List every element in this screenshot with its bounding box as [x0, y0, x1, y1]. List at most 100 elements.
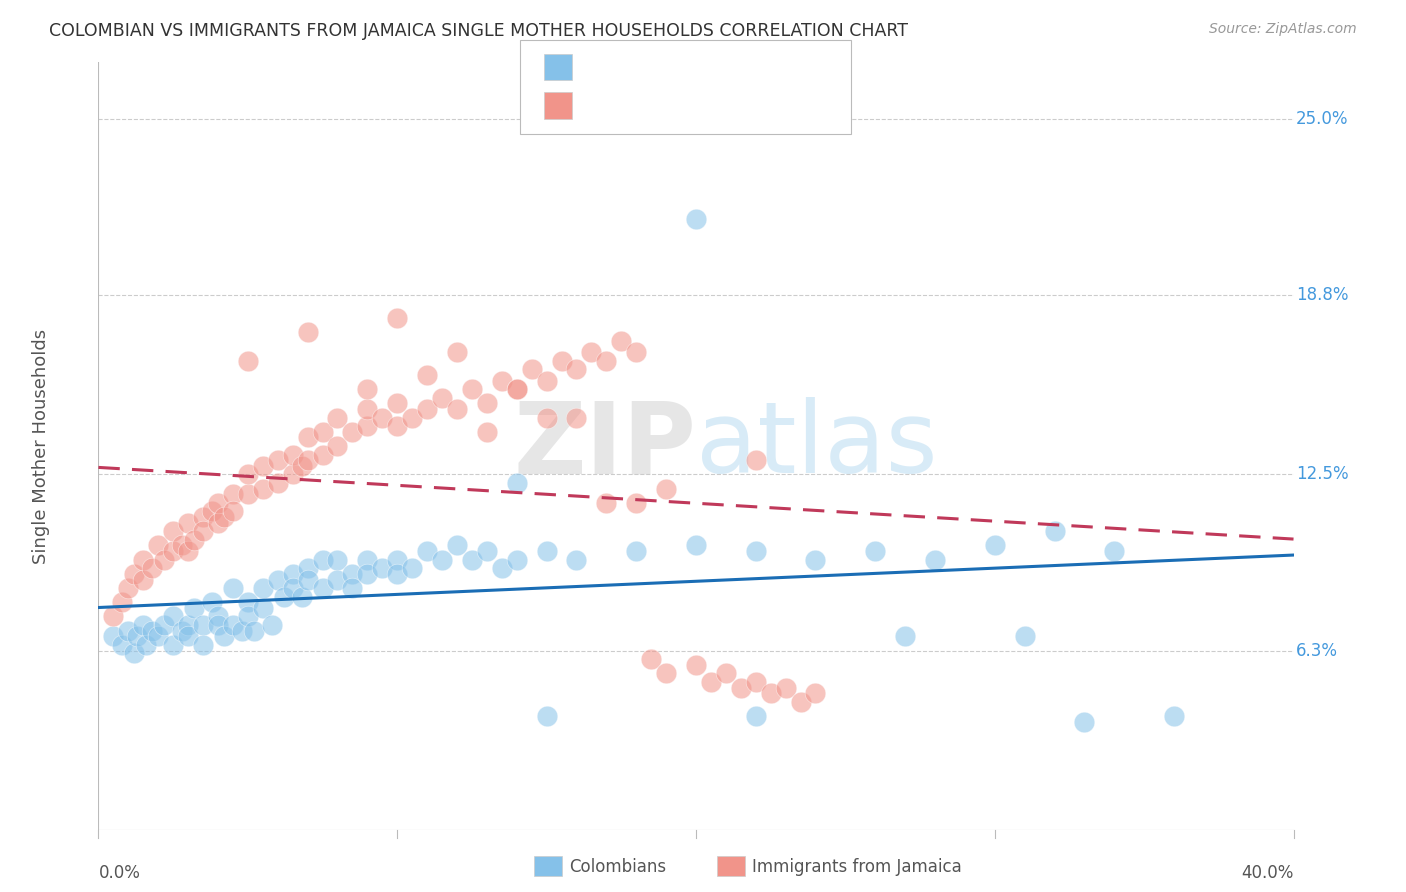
Point	[804, 552, 827, 566]
Point	[371, 410, 394, 425]
Point	[153, 552, 176, 566]
Point	[1104, 544, 1126, 558]
Point	[894, 629, 917, 643]
Point	[446, 538, 468, 552]
Point	[804, 686, 827, 700]
Point	[281, 566, 304, 581]
Point	[1014, 629, 1036, 643]
Point	[685, 538, 707, 552]
Point	[416, 544, 439, 558]
Point	[685, 211, 707, 226]
Point	[236, 467, 259, 482]
Point	[865, 544, 887, 558]
Point	[506, 552, 529, 566]
Point	[385, 566, 409, 581]
Point	[132, 552, 155, 566]
Point	[291, 458, 314, 473]
Point	[201, 595, 224, 609]
Point	[565, 362, 588, 376]
Point	[565, 552, 588, 566]
Point	[430, 552, 453, 566]
Point	[430, 391, 453, 405]
Point	[153, 618, 176, 632]
Point	[231, 624, 253, 638]
Point	[655, 666, 678, 681]
Text: Immigrants from Jamaica: Immigrants from Jamaica	[752, 858, 962, 876]
Point	[207, 609, 229, 624]
Text: Source: ZipAtlas.com: Source: ZipAtlas.com	[1209, 22, 1357, 37]
Text: 25.0%: 25.0%	[1296, 111, 1348, 128]
Point	[124, 647, 146, 661]
Point	[416, 402, 439, 417]
Point	[177, 544, 200, 558]
Point	[243, 624, 266, 638]
Point	[581, 345, 603, 359]
Point	[475, 544, 498, 558]
Point	[172, 538, 194, 552]
Text: R =  0.162   N = 76: R = 0.162 N = 76	[583, 55, 759, 73]
Point	[924, 552, 946, 566]
Point	[297, 430, 319, 444]
Point	[252, 458, 274, 473]
Point	[759, 686, 782, 700]
Point	[520, 362, 543, 376]
Point	[132, 618, 155, 632]
Point	[775, 681, 797, 695]
Point	[291, 590, 314, 604]
Point	[326, 552, 349, 566]
Point	[252, 601, 274, 615]
Point	[1073, 714, 1095, 729]
Point	[626, 345, 648, 359]
Point	[789, 695, 811, 709]
Point	[281, 467, 304, 482]
Point	[222, 504, 245, 518]
Point	[267, 573, 290, 587]
Text: 12.5%: 12.5%	[1296, 466, 1348, 483]
Point	[356, 419, 378, 434]
Point	[127, 629, 149, 643]
Point	[267, 475, 290, 490]
Point	[183, 601, 205, 615]
Text: Colombians: Colombians	[569, 858, 666, 876]
Point	[222, 618, 245, 632]
Point	[626, 496, 648, 510]
Point	[207, 516, 229, 530]
Point	[183, 533, 205, 547]
Point	[640, 652, 662, 666]
Point	[745, 453, 768, 467]
Point	[326, 573, 349, 587]
Point	[311, 552, 333, 566]
Point	[536, 410, 558, 425]
Point	[565, 410, 588, 425]
Point	[162, 638, 184, 652]
Point	[700, 674, 723, 689]
Point	[1043, 524, 1066, 539]
Point	[236, 609, 259, 624]
Point	[111, 638, 134, 652]
Point	[117, 624, 139, 638]
Point	[236, 487, 259, 501]
Text: 40.0%: 40.0%	[1241, 863, 1294, 881]
Text: ZIP: ZIP	[513, 398, 696, 494]
Point	[141, 561, 163, 575]
Point	[536, 709, 558, 723]
Point	[745, 544, 768, 558]
Point	[222, 487, 245, 501]
Point	[685, 657, 707, 672]
Point	[550, 353, 572, 368]
Point	[714, 666, 737, 681]
Point	[626, 544, 648, 558]
Point	[446, 402, 468, 417]
Point	[326, 439, 349, 453]
Point	[385, 552, 409, 566]
Point	[506, 382, 529, 396]
Point	[475, 396, 498, 410]
Point	[311, 448, 333, 462]
Point	[595, 496, 617, 510]
Point	[745, 709, 768, 723]
Point	[356, 566, 378, 581]
Point	[207, 618, 229, 632]
Point	[1163, 709, 1185, 723]
Point	[252, 581, 274, 595]
Point	[135, 638, 157, 652]
